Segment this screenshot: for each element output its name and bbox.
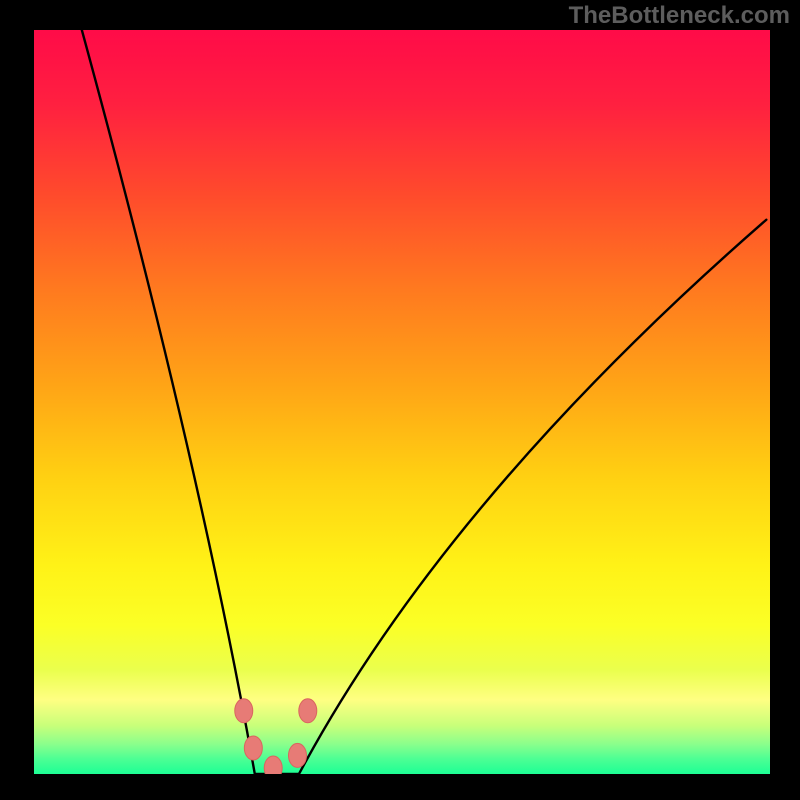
curve-marker [299,699,317,723]
chart-canvas: TheBottleneck.com [0,0,800,800]
curve-marker [235,699,253,723]
watermark-text: TheBottleneck.com [569,2,790,30]
plot-area [34,30,770,774]
curve-marker [244,736,262,760]
curve-marker [288,743,306,767]
curve-layer [34,30,770,774]
curve-marker [264,756,282,774]
bottleneck-curve [82,30,766,774]
